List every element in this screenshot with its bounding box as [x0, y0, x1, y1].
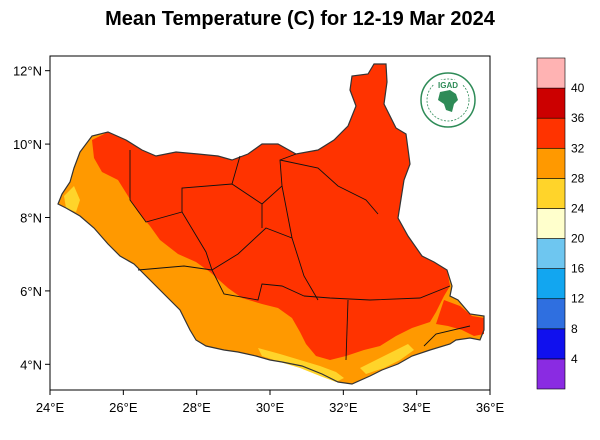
- state-border-line: [231, 155, 241, 185]
- colorbar-bin: [536, 87, 566, 119]
- colorbar-bin: [536, 178, 566, 209]
- x-axis-ticks: 24°E 26°E 28°E 30°E 32°E 34°E 36°E: [36, 390, 505, 415]
- y-axis-ticks: 12°N 10°N 8°N 6°N 4°N: [13, 64, 50, 372]
- colorbar-label: 36: [571, 111, 585, 125]
- colorbar-label: 28: [571, 171, 585, 185]
- x-tick-label: 36°E: [476, 400, 505, 415]
- colorbar-label: 40: [571, 81, 585, 95]
- colorbar-bin: [536, 268, 566, 300]
- temperature-zone-24-28-west: [64, 186, 80, 212]
- colorbar-label: 12: [571, 292, 585, 306]
- map-title: Mean Temperature (C) for 12-19 Mar 2024: [105, 8, 495, 30]
- colorbar-bin: [536, 117, 566, 149]
- colorbar-label: 24: [571, 201, 585, 215]
- colorbar: 4 8 12 16 20 24 28 32 36 40: [536, 57, 585, 390]
- colorbar-bin: [536, 358, 566, 390]
- x-tick-label: 24°E: [36, 400, 65, 415]
- colorbar-bin: [536, 298, 566, 330]
- colorbar-bin: [536, 147, 566, 179]
- logo-text: IGAD: [438, 81, 458, 90]
- y-tick-label: 8°N: [20, 210, 42, 225]
- colorbar-label: 16: [571, 262, 585, 276]
- temperature-zone-24-28-southeast: [360, 344, 414, 374]
- temperature-zone-32-36: [92, 64, 450, 360]
- country-border: [57, 63, 485, 385]
- state-border-line: [423, 325, 471, 347]
- state-border-line: [281, 185, 319, 301]
- state-border-line: [345, 299, 349, 361]
- state-border-line: [129, 150, 213, 271]
- state-border-line: [279, 159, 379, 215]
- colorbar-bin: [536, 57, 566, 89]
- y-tick-label: 10°N: [13, 137, 42, 152]
- x-tick-label: 32°E: [329, 400, 358, 415]
- x-tick-label: 26°E: [109, 400, 138, 415]
- colorbar-bin: [536, 328, 566, 360]
- state-border-line: [303, 285, 451, 301]
- logo-text-box: [434, 80, 462, 90]
- temperature-zone-24-28-south: [258, 348, 344, 382]
- igad-logo: IGAD: [420, 72, 476, 128]
- state-border-line: [137, 265, 213, 271]
- x-tick-label: 30°E: [256, 400, 285, 415]
- colorbar-label: 8: [571, 322, 578, 336]
- y-tick-label: 6°N: [20, 284, 42, 299]
- africa-map-icon: [438, 90, 458, 112]
- state-border-line: [261, 153, 297, 205]
- x-tick-label: 34°E: [402, 400, 431, 415]
- state-border-line: [211, 269, 305, 301]
- temperature-zone-32-36-east-strip: [436, 300, 484, 336]
- x-tick-label: 28°E: [182, 400, 211, 415]
- colorbar-bin: [536, 208, 566, 239]
- colorbar-bin: [536, 238, 566, 269]
- y-tick-label: 4°N: [20, 357, 42, 372]
- colorbar-label: 20: [571, 232, 585, 246]
- y-tick-label: 12°N: [13, 64, 42, 79]
- logo-inner-ring: [426, 78, 470, 122]
- state-border-line: [211, 227, 293, 271]
- colorbar-label: 4: [571, 352, 578, 366]
- colorbar-label: 32: [571, 141, 585, 155]
- state-borders: [129, 150, 471, 361]
